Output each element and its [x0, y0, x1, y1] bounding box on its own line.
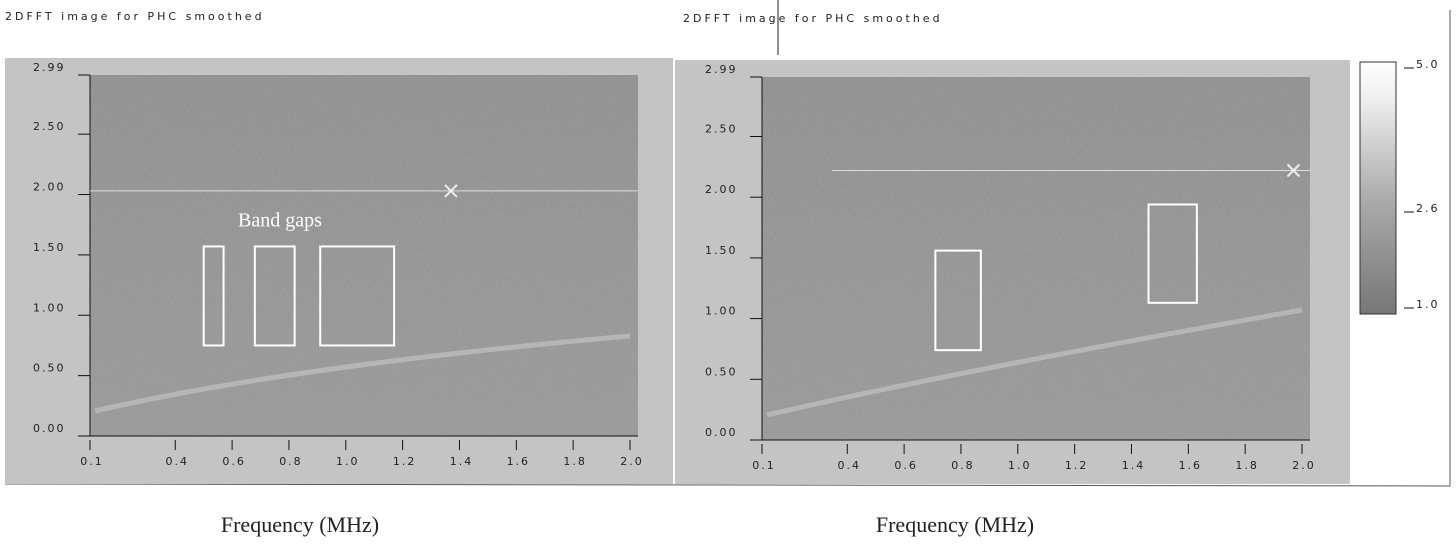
cursor-marker [1286, 163, 1301, 178]
band-gap-region [202, 245, 225, 347]
colorbar [1359, 61, 1397, 315]
x-tick-label: 1.2 [393, 455, 417, 468]
ridge [766, 307, 1303, 418]
y-tick-label: 0.50 [33, 362, 66, 375]
frame-line [4, 483, 1451, 487]
band-gap-region [1147, 203, 1198, 304]
y-tick-label: 1.00 [705, 305, 738, 318]
band-gap-region [253, 245, 296, 347]
y-tick-label: 0.00 [705, 426, 738, 439]
band-gap-region [319, 245, 396, 347]
y-tick-label: 2.99 [705, 63, 738, 76]
y-tick-label: 2.99 [33, 61, 66, 74]
y-tick-label: 0.50 [705, 365, 738, 378]
x-tick-label: 0.4 [838, 459, 862, 472]
x-tick-label: 0.1 [752, 459, 776, 472]
x-tick-label: 1.8 [1235, 459, 1259, 472]
x-tick-label: 0.1 [80, 455, 104, 468]
x-tick-label: 1.8 [563, 455, 587, 468]
colorbar-tick-label: 5.0 [1416, 58, 1440, 71]
colorbar-tick-label: 2.6 [1416, 202, 1440, 215]
y-tick-label: 2.00 [33, 181, 66, 194]
cursor-marker [444, 184, 458, 198]
x-tick-label: 0.6 [222, 455, 246, 468]
y-tick-label: 1.50 [33, 241, 66, 254]
x-axis-label: Frequency (MHz) [221, 512, 379, 537]
x-tick-label: 0.8 [951, 459, 975, 472]
y-tick-label: 2.00 [705, 183, 738, 196]
x-tick-label: 0.4 [166, 455, 190, 468]
x-tick-label: 1.6 [1179, 459, 1203, 472]
y-tick-label: 0.00 [33, 422, 66, 435]
band-gap-region [934, 249, 982, 352]
colorbar-tick-label: 1.0 [1416, 298, 1440, 311]
chart-title: 2DFFT image for PHC smoothed [5, 10, 265, 23]
y-tick-label: 2.50 [33, 120, 66, 133]
x-tick-label: 1.4 [450, 455, 474, 468]
heatmap-image [762, 77, 1310, 440]
x-tick-label: 0.8 [279, 455, 303, 468]
chart-title: 2DFFT image for PHC smoothed [683, 12, 943, 25]
x-tick-label: 1.0 [336, 455, 360, 468]
x-tick-label: 1.0 [1008, 459, 1032, 472]
x-tick-label: 1.2 [1065, 459, 1089, 472]
y-tick-label: 1.00 [33, 301, 66, 314]
annotation: Band gaps [238, 210, 322, 232]
x-tick-label: 1.4 [1122, 459, 1146, 472]
ridge [94, 333, 631, 414]
x-tick-label: 2.0 [620, 455, 644, 468]
x-tick-label: 2.0 [1292, 459, 1316, 472]
heatmap-image [90, 75, 638, 436]
x-tick-label: 0.6 [894, 459, 918, 472]
x-axis-label: Frequency (MHz) [876, 512, 1034, 537]
y-tick-label: 1.50 [705, 244, 738, 257]
x-tick-label: 1.6 [507, 455, 531, 468]
y-tick-label: 2.50 [705, 122, 738, 135]
